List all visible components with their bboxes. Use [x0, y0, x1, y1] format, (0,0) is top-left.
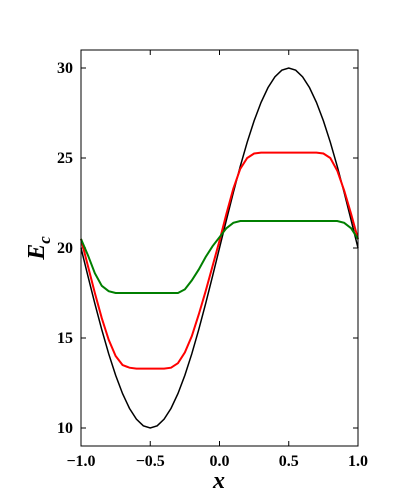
y-tick-label: 30	[57, 60, 73, 77]
y-tick-label: 20	[57, 240, 73, 257]
x-tick-label: −0.5	[136, 453, 165, 470]
y-axis-label-main: E	[24, 244, 50, 261]
data-line	[80, 220, 359, 294]
y-axis-label-subscript: c	[35, 236, 54, 244]
plot-frame	[80, 49, 359, 447]
data-line	[80, 151, 359, 370]
y-tick-label: 25	[57, 150, 73, 167]
y-axis-label: Ec	[24, 236, 54, 261]
x-tick-label: 1.0	[348, 453, 368, 470]
y-tick-label: 10	[57, 420, 73, 437]
x-axis-label: x	[212, 468, 225, 494]
data-line	[80, 67, 359, 429]
x-tick-label: −1.0	[66, 453, 95, 470]
x-tick-label: 0.5	[279, 453, 299, 470]
y-axis-label-group: Ec	[24, 236, 54, 261]
y-tick-label: 15	[57, 330, 73, 347]
x-tick-label: 0.0	[210, 453, 230, 470]
